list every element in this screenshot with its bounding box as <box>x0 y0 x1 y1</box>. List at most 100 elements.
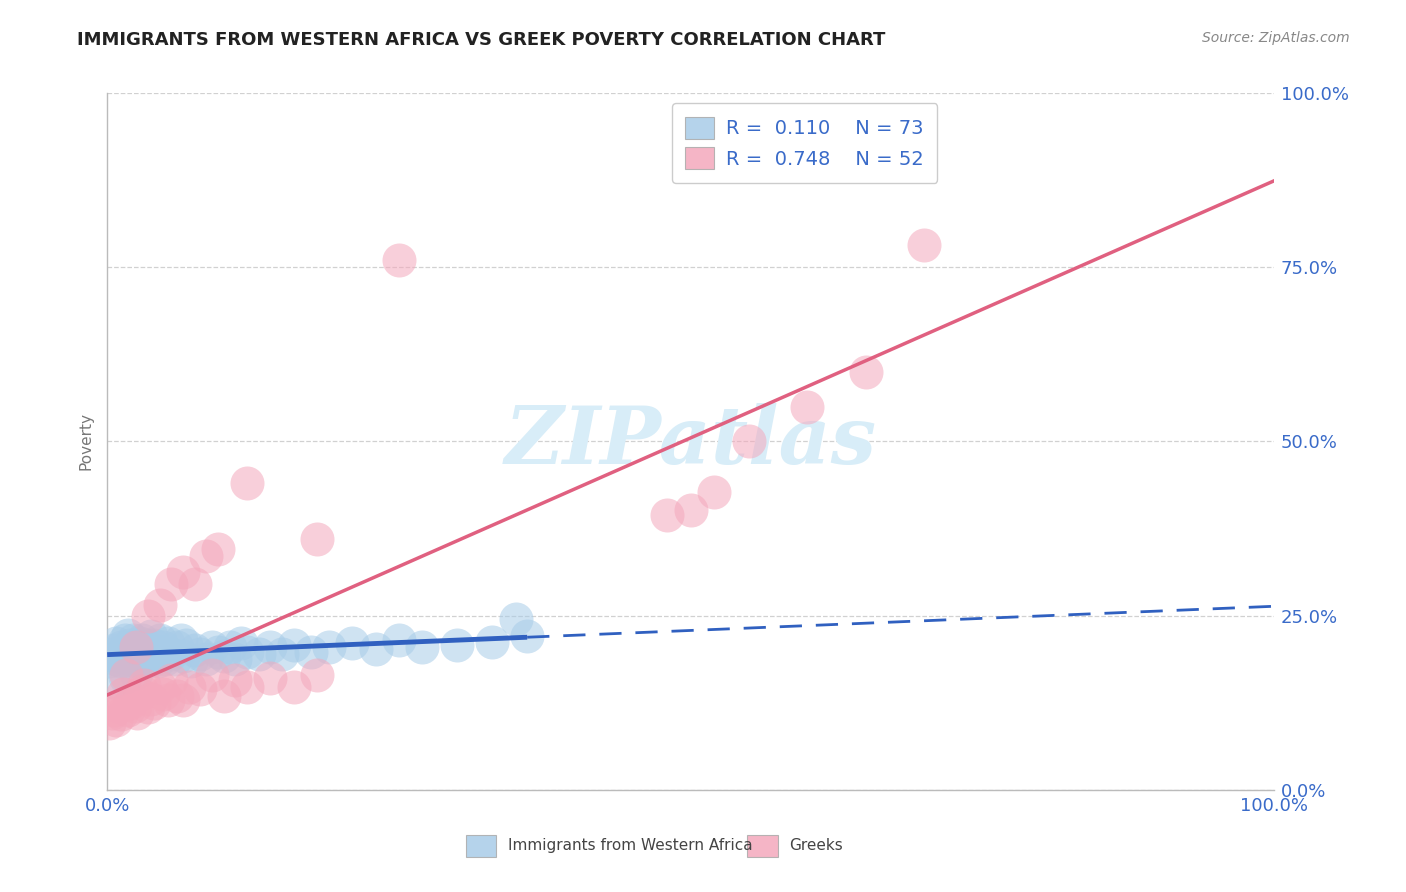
Point <box>114 667 136 681</box>
Point <box>212 648 235 663</box>
Point <box>195 549 218 564</box>
Point <box>160 647 183 661</box>
Point <box>201 667 224 681</box>
Point <box>120 638 142 652</box>
Point <box>110 654 132 668</box>
Point <box>134 647 156 661</box>
Point <box>156 636 179 650</box>
Point <box>120 696 142 710</box>
Point <box>112 687 135 701</box>
Point <box>124 654 146 668</box>
Legend: R =  0.110    N = 73, R =  0.748    N = 52: R = 0.110 N = 73, R = 0.748 N = 52 <box>672 103 938 183</box>
Text: Source: ZipAtlas.com: Source: ZipAtlas.com <box>1202 31 1350 45</box>
Point <box>125 665 148 680</box>
Point <box>247 647 270 661</box>
Point <box>103 702 125 716</box>
Point <box>142 638 165 652</box>
Text: Greeks: Greeks <box>789 838 842 854</box>
Point <box>738 434 761 449</box>
Point <box>160 673 183 687</box>
Point <box>103 643 125 657</box>
Point <box>516 629 538 643</box>
Point <box>149 632 172 647</box>
Point <box>388 253 411 268</box>
Point <box>172 648 194 663</box>
Point <box>149 645 172 659</box>
Point <box>141 629 163 643</box>
Point <box>98 716 121 731</box>
Point <box>117 702 139 716</box>
Point <box>131 632 153 647</box>
Point <box>283 638 305 652</box>
Point <box>105 651 128 665</box>
Point <box>128 636 150 650</box>
Point <box>152 640 174 654</box>
Point <box>340 636 363 650</box>
Point <box>112 645 135 659</box>
Point <box>117 642 139 657</box>
Point <box>114 632 136 647</box>
Point <box>224 651 246 665</box>
Point <box>156 693 179 707</box>
Point <box>505 612 527 626</box>
Point <box>105 713 128 727</box>
Point <box>259 640 281 654</box>
Point <box>145 647 167 661</box>
Point <box>114 670 136 684</box>
Point <box>155 651 177 665</box>
Point <box>117 628 139 642</box>
Point <box>110 707 132 722</box>
Point <box>212 689 235 703</box>
Point <box>163 651 186 665</box>
Point <box>120 651 142 665</box>
Point <box>318 640 340 654</box>
Point <box>190 647 212 661</box>
Point <box>207 645 229 659</box>
Point <box>125 640 148 654</box>
Point <box>149 680 172 694</box>
Point <box>108 648 131 663</box>
Point <box>127 706 149 720</box>
Point <box>125 640 148 654</box>
Point <box>481 635 503 649</box>
Point <box>195 651 218 665</box>
Text: Immigrants from Western Africa: Immigrants from Western Africa <box>508 838 752 854</box>
Point <box>388 632 411 647</box>
Point <box>131 651 153 665</box>
Point <box>152 687 174 701</box>
Text: ZIPatlas: ZIPatlas <box>505 402 876 480</box>
Point <box>136 640 159 654</box>
Point <box>136 700 159 714</box>
Point <box>912 238 935 252</box>
Point <box>364 642 387 657</box>
Text: IMMIGRANTS FROM WESTERN AFRICA VS GREEK POVERTY CORRELATION CHART: IMMIGRANTS FROM WESTERN AFRICA VS GREEK … <box>77 31 886 49</box>
Point <box>128 687 150 701</box>
Point <box>169 632 191 647</box>
Point <box>166 640 188 654</box>
Point <box>411 640 433 654</box>
Point <box>172 693 194 707</box>
Point <box>135 654 157 668</box>
Y-axis label: Poverty: Poverty <box>79 412 93 470</box>
Point <box>142 651 165 665</box>
Point <box>207 542 229 557</box>
Point <box>172 566 194 580</box>
Point <box>131 683 153 698</box>
Point <box>259 671 281 685</box>
Point <box>141 692 163 706</box>
Point <box>121 647 143 661</box>
Point <box>124 699 146 714</box>
Point <box>160 577 183 591</box>
Point <box>307 532 329 546</box>
Point <box>166 689 188 703</box>
Point <box>134 678 156 692</box>
Point <box>299 645 322 659</box>
Point <box>183 643 205 657</box>
Point <box>110 640 132 654</box>
Point <box>855 365 877 379</box>
Point <box>114 650 136 665</box>
Point <box>307 667 329 681</box>
Point <box>283 680 305 694</box>
Point <box>180 654 202 668</box>
Point <box>231 636 253 650</box>
